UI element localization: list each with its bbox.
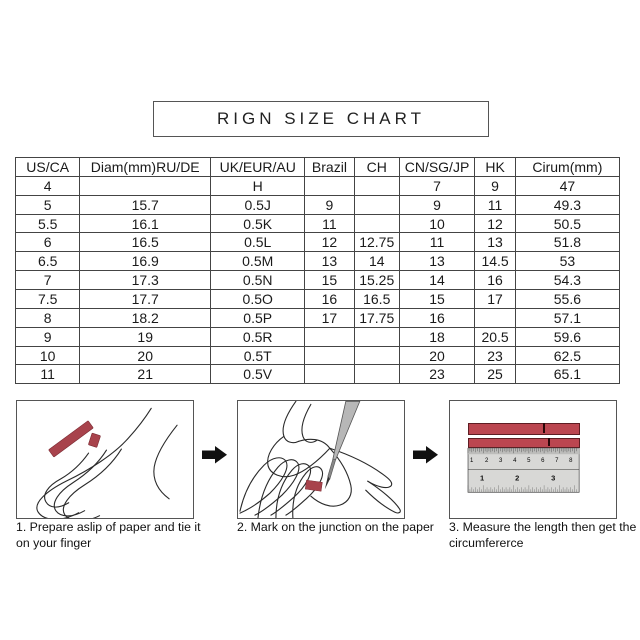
- svg-text:3: 3: [551, 473, 555, 482]
- svg-text:2: 2: [515, 473, 519, 482]
- svg-text:1: 1: [480, 473, 484, 482]
